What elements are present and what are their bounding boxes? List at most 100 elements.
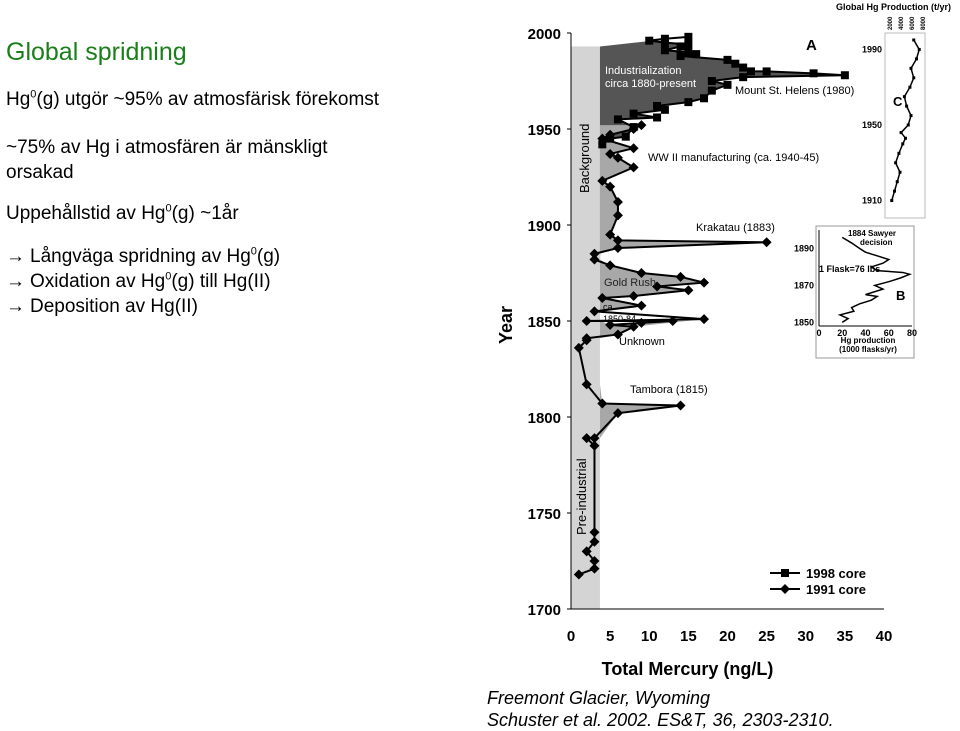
inset-c-point (895, 180, 899, 184)
data-point-diamond (675, 400, 686, 411)
x-axis-title: Total Mercury (ng/L) (602, 659, 774, 679)
inset-c-y-tick: 1990 (862, 44, 882, 54)
data-point-square (660, 46, 669, 55)
panel-label-b: B (896, 288, 905, 303)
data-point-diamond (597, 133, 608, 144)
data-point-diamond (636, 300, 647, 311)
annotation-preindustrial: Pre-industrial (574, 458, 589, 535)
inset-c-x-tick: 8000 (921, 16, 927, 30)
data-point-diamond (612, 196, 623, 207)
inset-c-y-tick: 1950 (862, 120, 882, 130)
data-point-diamond (612, 152, 623, 163)
annotation-industrialization-2: circa 1880-present (605, 78, 696, 90)
annotation-ca: ca. (603, 302, 615, 312)
legend-label-1991: 1991 core (806, 582, 866, 597)
data-point-square (676, 42, 685, 51)
inset-c-x-tick: 2000 (888, 16, 894, 30)
data-point-diamond (589, 563, 600, 574)
inset-c-point (898, 170, 902, 174)
data-point-diamond (612, 408, 623, 419)
data-point-diamond (597, 398, 608, 409)
data-point-diamond (597, 292, 608, 303)
arrow-right-icon: → (6, 246, 25, 267)
data-point-diamond (605, 229, 616, 240)
inset-c-point (909, 114, 913, 118)
y-tick-label: 1850 (528, 314, 561, 331)
data-point-diamond (605, 181, 616, 192)
data-point-diamond (683, 285, 694, 296)
arrow-item-deposition: → Deposition av Hg(II) (6, 296, 198, 317)
annotation-unknown: Unknown (619, 336, 665, 348)
x-tick-label: 35 (837, 628, 854, 645)
inset-c-point (893, 189, 896, 193)
inset-b-x-tick: 0 (816, 328, 821, 338)
inset-c-point (912, 76, 916, 80)
inset-chart-panel-b: 1850 1870 1890 0 20 40 60 80 1884 Sawyerdecision… (794, 225, 917, 359)
inset-b-x-tick: 80 (907, 328, 917, 338)
data-point-square (684, 40, 693, 49)
inset-b-annotation-flask: 1 Flask=76 lbs (819, 264, 880, 274)
data-point-square (739, 73, 748, 82)
y-axis-title: Year (496, 306, 516, 344)
data-point-square (684, 32, 693, 41)
arrow-item-oxidation: → Oxidation av Hg0(g) till Hg(II) (6, 270, 271, 292)
data-point-square (676, 52, 685, 61)
data-point-diamond (589, 527, 600, 538)
data-point-diamond (589, 556, 600, 566)
inset-b-series-line (837, 236, 913, 323)
data-point-diamond (573, 569, 584, 580)
annotation-industrialization: Industrialization (605, 65, 681, 77)
peak-region (599, 125, 767, 575)
inset-c-x-tick: 4000 (899, 16, 905, 30)
data-point-square (707, 77, 716, 85)
arrow-right-icon: → (6, 296, 25, 317)
inset-c-y-tick: 1910 (862, 196, 882, 206)
inset-c-point (897, 151, 901, 155)
data-point-diamond (636, 268, 647, 278)
legend-marker-1998 (781, 569, 789, 577)
bullet-hg0-share: Hg0(g) utgör ~95% av atmosfärisk förekom… (6, 88, 380, 110)
data-point-diamond (628, 321, 639, 332)
annotation-krakatau: Krakatau (1883) (696, 222, 775, 234)
data-point-square (723, 80, 732, 89)
data-point-diamond (589, 248, 600, 259)
data-point-diamond (589, 306, 600, 317)
data-point-square (653, 113, 662, 122)
data-point-diamond (605, 129, 616, 140)
inset-c-point (890, 199, 894, 203)
data-point-diamond (589, 536, 600, 547)
main-chart-panel-a: 1700 1750 1800 1850 1900 1950 2000 0 5 10 15 20 25 30… (496, 26, 892, 679)
data-point-diamond (628, 162, 639, 173)
panel-label-a: A (806, 37, 817, 54)
data-point-diamond (581, 433, 592, 444)
data-point-square (621, 132, 630, 141)
inset-b-annotation-decision: decision (860, 238, 893, 247)
inset-b-y-tick: 1850 (794, 317, 814, 327)
inset-c-point (894, 161, 898, 165)
data-point-square (809, 69, 818, 78)
data-point-diamond (612, 235, 623, 246)
inset-b-frame (815, 225, 915, 359)
inset-b-x-tick: 20 (837, 328, 847, 338)
data-point-diamond (589, 254, 600, 265)
inset-c-point (899, 131, 903, 135)
data-point-diamond (652, 281, 663, 292)
inset-c-point (906, 123, 910, 127)
y-tick-label: 1700 (528, 602, 561, 619)
reference-line-1: Freemont Glacier, Wyoming (487, 688, 711, 708)
data-point-square (629, 109, 638, 118)
x-tick-label: 40 (876, 628, 893, 645)
inset-c-point (908, 85, 912, 89)
data-point-diamond (573, 342, 584, 353)
inset-c-point (912, 38, 916, 42)
data-point-square (660, 105, 669, 114)
data-point-diamond (612, 243, 623, 254)
data-point-square (660, 34, 669, 43)
data-point-diamond (605, 148, 616, 159)
bullet-residence-time: Uppehållstid av Hg0(g) ~1år (6, 202, 239, 224)
x-tick-label: 10 (641, 628, 658, 645)
data-point-diamond (581, 316, 592, 326)
legend-label-1998: 1998 core (806, 566, 866, 581)
panel-label-c: C (893, 94, 903, 109)
data-point-square (645, 36, 654, 45)
